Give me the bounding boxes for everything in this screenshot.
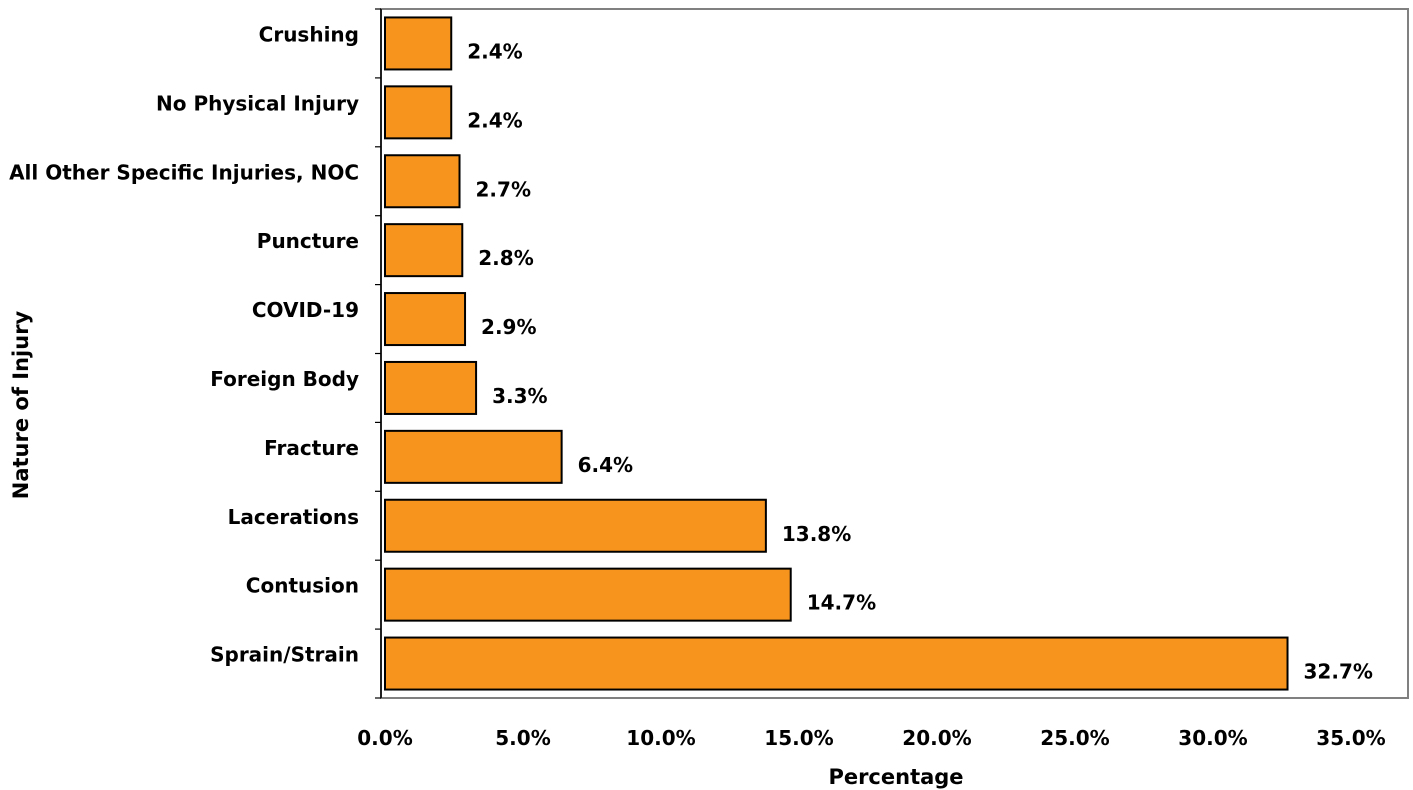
value-label: 32.7% (1304, 660, 1373, 684)
bar (384, 498, 767, 553)
bars-group (384, 16, 1289, 691)
x-tick-label: 25.0% (1040, 726, 1109, 750)
category-label: Foreign Body (210, 367, 359, 391)
category-label: No Physical Injury (156, 91, 359, 115)
y-axis-label: Nature of Injury (9, 310, 33, 499)
category-label: COVID-19 (252, 298, 359, 322)
category-label: Crushing (259, 22, 359, 46)
bar (384, 292, 467, 347)
bar (384, 567, 792, 622)
category-label: Sprain/Strain (210, 643, 359, 667)
bar (384, 85, 453, 140)
value-label: 2.4% (467, 39, 522, 63)
x-tick-label: 35.0% (1316, 726, 1385, 750)
value-label: 2.4% (467, 108, 522, 132)
category-labels-group: Crushing No Physical Injury All Other Spec… (9, 22, 359, 666)
bar (384, 636, 1289, 691)
x-tick-label: 30.0% (1178, 726, 1247, 750)
bar (384, 360, 478, 415)
bar (384, 154, 461, 209)
category-label: Contusion (246, 574, 359, 598)
value-label: 6.4% (578, 453, 633, 477)
x-ticks-group: 0.0% 5.0% 10.0% 15.0% 20.0% 25.0% 30.0% 35.0% (357, 726, 1385, 750)
value-labels-group: 2.4% 2.4% 2.7% 2.8% 2.9% 3.3% 6.4% 13.8% 14.7% 32… (467, 39, 1373, 683)
bar (384, 16, 453, 71)
bar (384, 223, 464, 278)
x-tick-label: 20.0% (902, 726, 971, 750)
category-label: Puncture (257, 229, 359, 253)
bar (384, 429, 563, 484)
value-label: 13.8% (782, 522, 851, 546)
x-tick-label: 10.0% (626, 726, 695, 750)
x-tick-label: 15.0% (764, 726, 833, 750)
x-tick-label: 5.0% (495, 726, 550, 750)
value-label: 2.7% (476, 177, 531, 201)
category-label: Fracture (264, 436, 359, 460)
x-axis-label: Percentage (828, 765, 963, 789)
value-label: 14.7% (807, 591, 876, 615)
category-label: All Other Specific Injuries, NOC (9, 160, 359, 184)
y-ticks-group (375, 8, 381, 699)
category-label: Lacerations (228, 505, 359, 529)
value-label: 2.9% (481, 315, 536, 339)
value-label: 3.3% (492, 384, 547, 408)
x-tick-label: 0.0% (357, 726, 412, 750)
value-label: 2.8% (478, 246, 533, 270)
